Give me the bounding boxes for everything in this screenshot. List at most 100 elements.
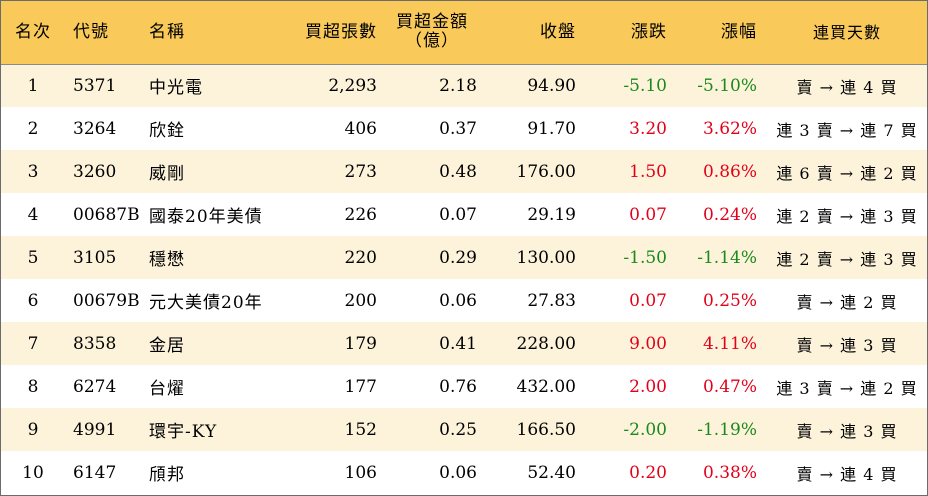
cell-change-pct: 0.38%: [702, 462, 757, 483]
cell-net-lots: 177: [344, 376, 377, 397]
cell-name: 環宇-KY: [149, 422, 218, 442]
cell-change: 9.00: [629, 333, 667, 354]
cell-rank: 6: [27, 290, 39, 311]
header-name: 名稱: [149, 21, 185, 42]
cell-code: 8358: [73, 333, 117, 354]
cell-code: 3260: [73, 161, 117, 182]
cell-rank: 5: [27, 247, 39, 268]
cell-net-lots: 200: [344, 290, 377, 311]
cell-rank: 3: [27, 161, 39, 182]
cell-streak: 連 2 賣 → 連 3 買: [776, 249, 918, 269]
cell-code: 4991: [73, 419, 117, 440]
table-header: 名次 代號 名稱 買超張數 買超金額 （億） 收盤 漲跌 漲幅 連買天數: [1, 1, 927, 64]
cell-rank: 4: [27, 204, 39, 225]
cell-code: 00679B: [73, 290, 140, 311]
cell-change-pct: -1.14%: [697, 247, 757, 268]
cell-change: 2.00: [629, 376, 667, 397]
cell-net-amount: 0.06: [439, 290, 477, 311]
cell-rank: 8: [27, 376, 39, 397]
cell-net-amount: 0.06: [439, 462, 477, 483]
cell-name: 元大美債20年: [149, 293, 263, 313]
table-row: 2 3264 欣銓 406 0.37 91.70 3.20 3.62% 連 3 賣 → 連 7 …: [1, 107, 927, 150]
header-rank: 名次: [15, 21, 51, 42]
cell-net-amount: 2.18: [439, 75, 477, 96]
table-row: 7 8358 金居 179 0.41 228.00 9.00 4.11% 賣 → 連 3 買: [1, 322, 927, 365]
cell-close: 228.00: [516, 333, 576, 354]
cell-streak: 賣 → 連 3 買: [796, 421, 898, 441]
cell-close: 27.83: [527, 290, 576, 311]
cell-close: 432.00: [516, 376, 576, 397]
cell-streak: 賣 → 連 3 買: [796, 335, 898, 355]
cell-name: 中光電: [149, 78, 203, 99]
cell-change: 3.20: [629, 118, 667, 139]
cell-name: 穩懋: [149, 250, 185, 270]
header-change: 漲跌: [631, 21, 667, 42]
cell-streak: 賣 → 連 4 買: [796, 464, 898, 484]
cell-net-amount: 0.37: [439, 118, 477, 139]
cell-change-pct: 0.86%: [702, 161, 757, 182]
cell-close: 29.19: [527, 204, 576, 225]
header-net-amount: 買超金額 （億）: [387, 1, 487, 64]
cell-change: 0.07: [629, 290, 667, 311]
table-row: 10 6147 頎邦 106 0.06 52.40 0.20 0.38% 賣 → 連 4 買: [1, 451, 927, 494]
cell-name: 頎邦: [149, 465, 185, 485]
cell-net-amount: 0.25: [439, 419, 477, 440]
cell-change: -5.10: [623, 75, 667, 96]
cell-close: 130.00: [516, 247, 576, 268]
cell-code: 3105: [73, 247, 117, 268]
cell-rank: 10: [22, 462, 44, 483]
cell-streak: 連 2 賣 → 連 3 買: [776, 206, 918, 226]
cell-net-lots: 273: [344, 161, 377, 182]
cell-change-pct: 0.47%: [702, 376, 757, 397]
cell-streak: 連 3 賣 → 連 7 買: [776, 120, 918, 140]
cell-name: 欣銓: [149, 121, 185, 141]
cell-net-amount: 0.48: [439, 161, 477, 182]
header-net-amount-line1: 買超金額: [396, 12, 468, 33]
cell-code: 6274: [73, 376, 117, 397]
table-row: 3 3260 威剛 273 0.48 176.00 1.50 0.86% 連 6 賣 → 連 2…: [1, 150, 927, 193]
table-row: 6 00679B 元大美債20年 200 0.06 27.83 0.07 0.25% 賣 → 連…: [1, 279, 927, 322]
cell-change: 0.07: [629, 204, 667, 225]
header-row: 名次 代號 名稱 買超張數 買超金額 （億） 收盤 漲跌 漲幅 連買天數: [1, 1, 927, 64]
header-net-amount-line2: （億）: [405, 31, 459, 52]
cell-name: 國泰20年美債: [149, 207, 263, 227]
cell-rank: 1: [27, 75, 39, 96]
cell-name: 金居: [149, 336, 185, 356]
cell-net-lots: 152: [344, 419, 377, 440]
cell-net-amount: 0.07: [439, 204, 477, 225]
table-row: 5 3105 穩懋 220 0.29 130.00 -1.50 -1.14% 連 2 賣 → 連…: [1, 236, 927, 279]
table-row: 1 5371 中光電 2,293 2.18 94.90 -5.10 -5.10% 賣 → 連 4…: [1, 64, 927, 107]
cell-net-lots: 220: [344, 247, 377, 268]
cell-change: -1.50: [623, 247, 667, 268]
cell-close: 91.70: [527, 118, 576, 139]
cell-streak: 連 6 賣 → 連 2 買: [776, 163, 918, 183]
header-close: 收盤: [540, 21, 576, 42]
header-change-pct: 漲幅: [721, 21, 757, 42]
cell-streak: 賣 → 連 4 買: [796, 77, 898, 97]
cell-net-amount: 0.29: [439, 247, 477, 268]
table-row: 8 6274 台燿 177 0.76 432.00 2.00 0.47% 連 3 賣 → 連 2…: [1, 365, 927, 408]
table-body: 1 5371 中光電 2,293 2.18 94.90 -5.10 -5.10% 賣 → 連 4…: [1, 64, 927, 494]
cell-close: 52.40: [527, 462, 576, 483]
cell-rank: 7: [27, 333, 39, 354]
cell-rank: 9: [27, 419, 39, 440]
header-code: 代號: [73, 21, 109, 42]
cell-name: 威剛: [149, 164, 185, 184]
cell-close: 94.90: [527, 75, 576, 96]
cell-close: 176.00: [516, 161, 576, 182]
cell-change-pct: 3.62%: [702, 118, 757, 139]
cell-net-amount: 0.76: [439, 376, 477, 397]
cell-change: -2.00: [623, 419, 667, 440]
cell-net-lots: 106: [344, 462, 377, 483]
cell-net-lots: 2,293: [328, 75, 377, 96]
header-net-lots: 買超張數: [305, 21, 377, 42]
cell-streak: 連 3 賣 → 連 2 買: [776, 378, 918, 398]
cell-change-pct: 0.25%: [702, 290, 757, 311]
cell-change: 1.50: [629, 161, 667, 182]
cell-net-lots: 226: [344, 204, 377, 225]
cell-change-pct: -5.10%: [697, 75, 757, 96]
cell-rank: 2: [27, 118, 39, 139]
cell-change-pct: 4.11%: [702, 333, 757, 354]
cell-change-pct: 0.24%: [702, 204, 757, 225]
